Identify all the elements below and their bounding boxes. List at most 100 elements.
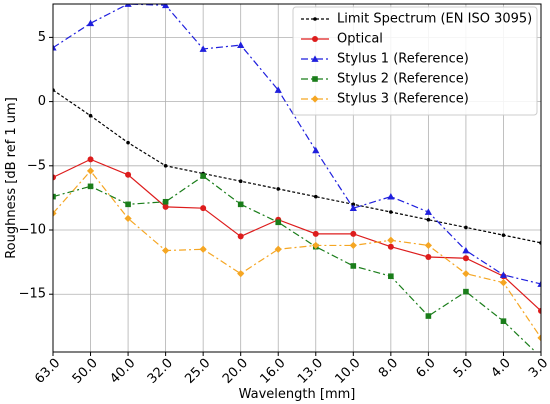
data-point [88, 113, 93, 118]
x-tick-label: 25.0 [182, 356, 213, 387]
series-line [53, 175, 537, 352]
x-tick-label: 32.0 [145, 356, 176, 387]
data-point [238, 179, 243, 184]
series-0 [53, 88, 541, 245]
x-tick-label: 8.0 [376, 356, 401, 381]
x-tick-label: 50.0 [70, 356, 101, 387]
data-point [237, 270, 245, 278]
x-tick-label: 63.0 [32, 356, 63, 387]
data-point [162, 246, 170, 255]
data-point [200, 173, 206, 179]
data-point [87, 183, 94, 190]
data-point [162, 198, 169, 205]
plot-frame [52, 3, 542, 353]
y-tick-label: 5 [38, 30, 46, 45]
data-point [499, 271, 508, 278]
data-point [237, 233, 244, 240]
data-point [499, 279, 508, 287]
data-point [464, 225, 468, 230]
data-point [537, 280, 541, 287]
x-tick-label: 40.0 [107, 356, 138, 387]
data-point [86, 19, 95, 27]
legend-entry-label: Stylus 1 (Reference) [337, 52, 469, 67]
legend-entry-label: Stylus 2 (Reference) [337, 72, 469, 87]
data-point [349, 241, 357, 250]
x-tick-label: 16.0 [257, 356, 288, 387]
series-line [53, 170, 541, 339]
data-point [237, 201, 244, 208]
x-tick-label: 5.0 [451, 356, 476, 381]
data-point [199, 245, 207, 253]
data-point [387, 193, 395, 200]
data-point [53, 174, 56, 181]
legend-marker [311, 55, 319, 62]
data-point [463, 288, 469, 295]
data-point [538, 307, 541, 314]
legend-marker [312, 36, 318, 42]
x-tick-label: 4.0 [489, 356, 514, 381]
data-point [163, 164, 168, 168]
data-point [425, 313, 432, 319]
x-axis-label: Wavelength [mm] [239, 387, 356, 402]
data-point [87, 156, 94, 163]
x-tick-label: 6.0 [413, 356, 438, 381]
data-point [425, 253, 432, 260]
x-tick-label: 3.0 [526, 356, 550, 381]
data-point [462, 246, 470, 254]
data-point [500, 318, 507, 324]
data-point [274, 245, 282, 253]
data-point [53, 44, 57, 51]
data-point [424, 208, 432, 215]
legend-entry-label: Stylus 3 (Reference) [337, 92, 469, 107]
y-tick-label: −15 [19, 287, 46, 302]
data-point [274, 86, 282, 93]
data-point [350, 263, 357, 269]
data-point [162, 203, 169, 210]
legend-box [292, 6, 538, 116]
data-point [350, 230, 357, 237]
y-tick-label: 0 [38, 94, 46, 109]
data-point [312, 230, 319, 237]
data-point [199, 45, 207, 52]
legend-entry-label: Limit Spectrum (EN ISO 3095) [337, 12, 532, 27]
x-tick-label: 20.0 [220, 356, 251, 387]
data-point [462, 255, 469, 262]
y-tick-label: −10 [19, 223, 46, 238]
series-3 [53, 173, 537, 352]
data-point [389, 210, 393, 214]
x-tick-label: 13.0 [295, 356, 326, 387]
data-point [276, 187, 281, 191]
data-point [126, 140, 130, 145]
data-point [351, 202, 356, 207]
data-point [124, 4, 132, 7]
legend-marker [313, 17, 317, 21]
data-point [53, 209, 57, 217]
y-tick-label: −5 [27, 158, 46, 173]
data-point [237, 41, 245, 48]
plot-area [53, 4, 541, 352]
data-point [86, 167, 95, 175]
series-line [53, 158, 541, 312]
legend-entry-label: Optical [337, 32, 383, 47]
legend-marker [312, 76, 318, 82]
data-point [125, 171, 132, 178]
series-1 [53, 156, 541, 314]
data-point [349, 204, 357, 212]
data-point [537, 334, 541, 342]
legend: Limit Spectrum (EN ISO 3095) Optical Stylu… [292, 6, 538, 116]
data-point [162, 4, 170, 9]
data-point [388, 273, 394, 280]
data-point [501, 233, 506, 237]
data-point [312, 146, 320, 154]
data-point [387, 243, 394, 250]
data-point [200, 205, 207, 212]
data-point [124, 214, 132, 223]
series-line [53, 89, 541, 244]
y-axis-label: Roughness [dB ref 1 um] [4, 97, 19, 259]
data-point [312, 241, 320, 250]
series-4 [53, 167, 541, 342]
data-point [426, 217, 431, 222]
legend-marker [311, 95, 319, 103]
